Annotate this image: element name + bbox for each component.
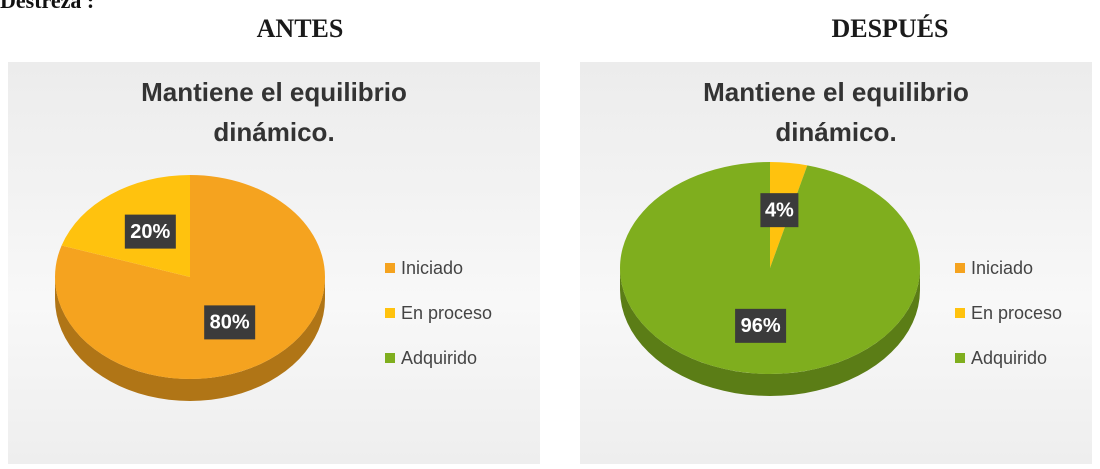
- legend-label: En proceso: [971, 303, 1062, 323]
- legend-label: Adquirido: [401, 348, 477, 368]
- pie-chart: 4% 96% Iniciado En proceso Adquirido: [619, 162, 1062, 396]
- panel-heading: DESPUÉS: [831, 14, 949, 43]
- chart-title: Mantiene el equilibrio dinámico.: [141, 77, 407, 147]
- legend-swatch: [955, 308, 965, 318]
- value-label-box: [735, 308, 787, 343]
- legend-label: Iniciado: [971, 258, 1033, 278]
- value-label-box: [124, 214, 176, 249]
- pie-slice: [55, 175, 326, 379]
- pie-slice-side: [620, 268, 920, 396]
- value-label: 20%: [130, 221, 170, 243]
- legend-swatch: [955, 353, 965, 363]
- value-label: 96%: [741, 315, 781, 337]
- chart-panel: Mantiene el equilibrio dinámico. 4% 96% Ini…: [580, 62, 1092, 464]
- value-label: 80%: [210, 312, 250, 334]
- page-title: Destreza :: [0, 0, 95, 13]
- pie-chart: 80% 20% Iniciado En proceso Adquirido: [55, 175, 492, 401]
- pie-slice-side: [55, 277, 325, 401]
- legend-label: Iniciado: [401, 258, 463, 278]
- legend-label: Adquirido: [971, 348, 1047, 368]
- value-label-box: [760, 193, 799, 228]
- legend-label: En proceso: [401, 303, 492, 323]
- legend-swatch: [385, 263, 395, 273]
- chart-panel: Mantiene el equilibrio dinámico. 80% 20% In…: [8, 62, 540, 464]
- value-label-box: [204, 305, 256, 340]
- value-label: 4%: [765, 199, 794, 221]
- legend-swatch: [385, 353, 395, 363]
- legend-swatch: [955, 263, 965, 273]
- pie-slice: [619, 162, 920, 374]
- legend-swatch: [385, 308, 395, 318]
- panel-heading: ANTES: [256, 14, 344, 43]
- chart-title: Mantiene el equilibrio dinámico.: [703, 77, 969, 147]
